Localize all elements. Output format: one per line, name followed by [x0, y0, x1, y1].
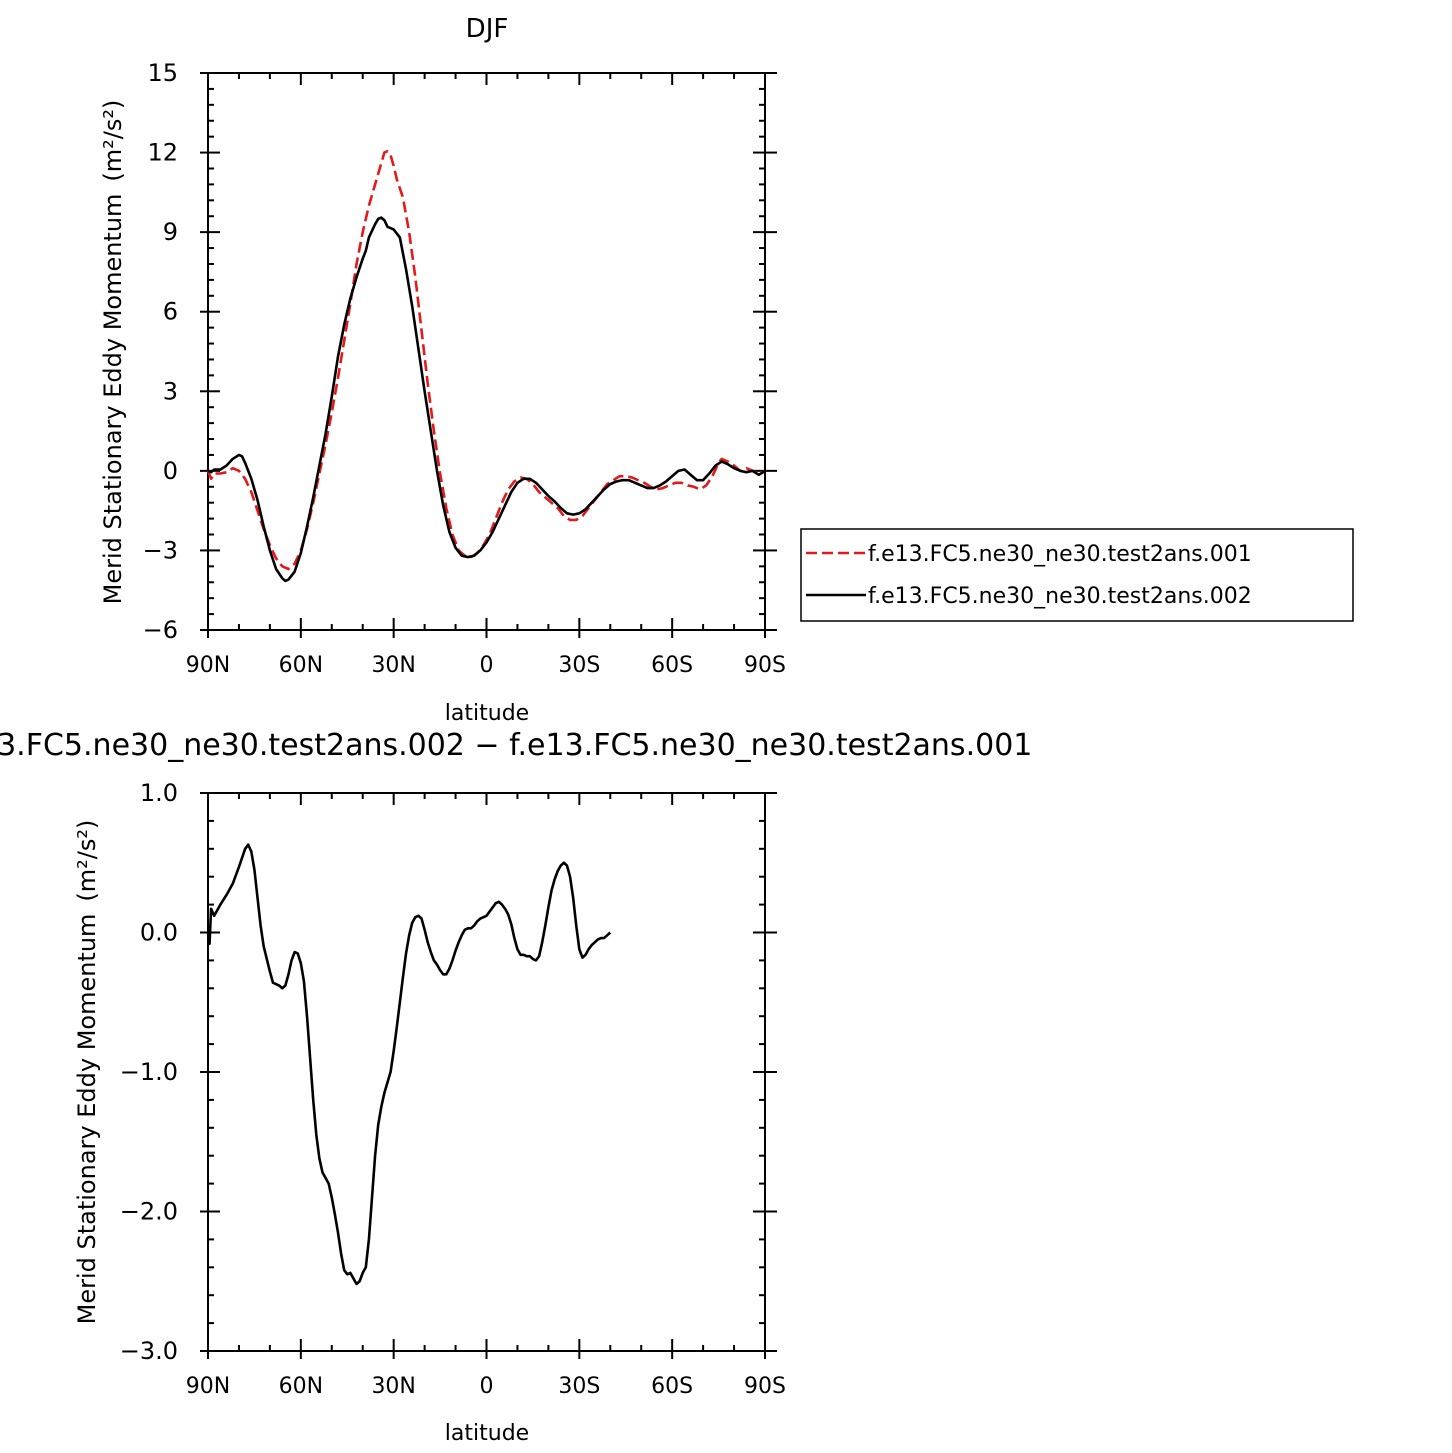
bottom-y-tick-label: −3.0	[120, 1337, 178, 1365]
bottom-x-tick-label: 60N	[279, 1374, 323, 1399]
top-y-tick-label: 12	[147, 139, 178, 167]
bottom-chart-title: f.e13.FC5.ne30_ne30.test2ans.002 − f.e13…	[0, 728, 1032, 763]
bottom-plot-frame	[207, 792, 766, 1352]
top-series-line-2	[207, 216, 766, 583]
top-y-tick-label: 3	[163, 377, 178, 405]
top-y-tick-label: −6	[143, 616, 178, 644]
top-chart-title: DJF	[466, 14, 509, 44]
legend: f.e13.FC5.ne30_ne30.test2ans.001 f.e13.F…	[800, 528, 1354, 622]
top-plot-frame	[207, 72, 766, 631]
bottom-chart-panel: f.e13.FC5.ne30_ne30.test2ans.002 − f.e13…	[0, 728, 1032, 1446]
top-y-tick-label: 15	[147, 59, 178, 87]
bottom-axes: 90N 60N 30N 0 30S 60S 90S −3.0 −2.0 −1.0 0.0 1.0	[120, 779, 786, 1399]
bottom-x-axis-label: latitude	[445, 1421, 529, 1446]
legend-label-series-2: f.e13.FC5.ne30_ne30.test2ans.002	[868, 584, 1252, 609]
legend-label-series-1: f.e13.FC5.ne30_ne30.test2ans.001	[868, 542, 1252, 567]
top-y-axis-label: Merid Stationary Eddy Momentum (m²/s²)	[99, 100, 127, 605]
top-x-tick-label: 30S	[558, 653, 600, 678]
top-series-line-1	[206, 149, 766, 571]
bottom-y-axis-units: (m²/s²)	[73, 820, 101, 902]
top-chart-panel: DJF Merid Stationary Eddy Momentum (m²/s²…	[99, 14, 786, 726]
top-x-tick-label: 60N	[279, 653, 323, 678]
top-y-tick-label: 9	[163, 218, 178, 246]
top-y-axis-units: (m²/s²)	[99, 100, 127, 182]
bottom-x-tick-label: 30S	[558, 1374, 600, 1399]
bottom-x-tick-label: 0	[480, 1374, 494, 1399]
top-y-tick-label: −3	[143, 536, 178, 564]
bottom-y-axis-title: Merid Stationary Eddy Momentum	[73, 914, 101, 1325]
top-series-group	[206, 149, 766, 583]
bottom-y-tick-label: 1.0	[140, 779, 178, 807]
top-x-tick-label: 60S	[651, 653, 693, 678]
top-x-tick-label: 0	[480, 653, 494, 678]
top-y-axis-title: Merid Stationary Eddy Momentum	[99, 194, 127, 605]
top-y-tick-label: 6	[163, 298, 178, 326]
top-x-tick-label: 90S	[744, 653, 786, 678]
legend-box	[800, 528, 1354, 622]
bottom-x-tick-label: 60S	[651, 1374, 693, 1399]
top-x-axis-label: latitude	[445, 701, 529, 726]
bottom-y-axis-label: Merid Stationary Eddy Momentum (m²/s²)	[73, 820, 101, 1325]
top-x-tick-label: 30N	[371, 653, 415, 678]
bottom-x-tick-label: 90S	[744, 1374, 786, 1399]
bottom-y-tick-label: −2.0	[120, 1198, 178, 1226]
top-x-tick-label: 90N	[186, 653, 230, 678]
top-axes: 90N 60N 30N 0 30S 60S 90S −6 −3 0 3 6 9 12 15	[143, 59, 786, 678]
bottom-x-tick-label: 90N	[186, 1374, 230, 1399]
bottom-series-group	[206, 843, 612, 1286]
bottom-series-line-1	[206, 843, 612, 1286]
bottom-y-tick-label: 0.0	[140, 919, 178, 947]
bottom-x-tick-label: 30N	[371, 1374, 415, 1399]
bottom-y-tick-label: −1.0	[120, 1058, 178, 1086]
top-y-tick-label: 0	[163, 457, 178, 485]
